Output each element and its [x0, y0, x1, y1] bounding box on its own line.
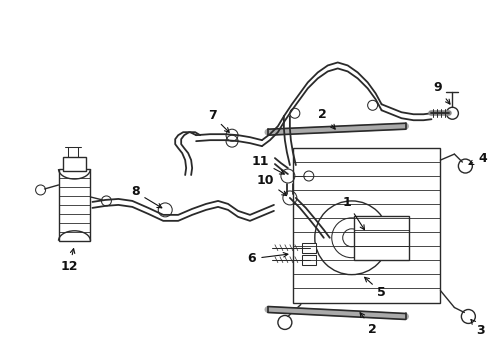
Text: 10: 10 [256, 174, 286, 195]
Text: 11: 11 [251, 154, 284, 174]
Bar [353, 216, 407, 260]
Text: 7: 7 [207, 109, 229, 132]
Text: 6: 6 [247, 252, 287, 265]
Bar [301, 243, 315, 253]
Text: 1: 1 [342, 196, 364, 230]
Text: 4: 4 [468, 152, 486, 165]
Text: 2: 2 [318, 108, 334, 129]
Bar [301, 255, 315, 265]
Bar [292, 148, 440, 302]
Text: 2: 2 [359, 313, 376, 336]
Text: 8: 8 [131, 185, 162, 208]
Text: 5: 5 [364, 277, 385, 299]
Text: 12: 12 [61, 249, 78, 273]
Text: 3: 3 [470, 319, 484, 337]
Bar [62, 157, 86, 171]
Bar [59, 169, 90, 241]
Text: 9: 9 [432, 81, 449, 104]
